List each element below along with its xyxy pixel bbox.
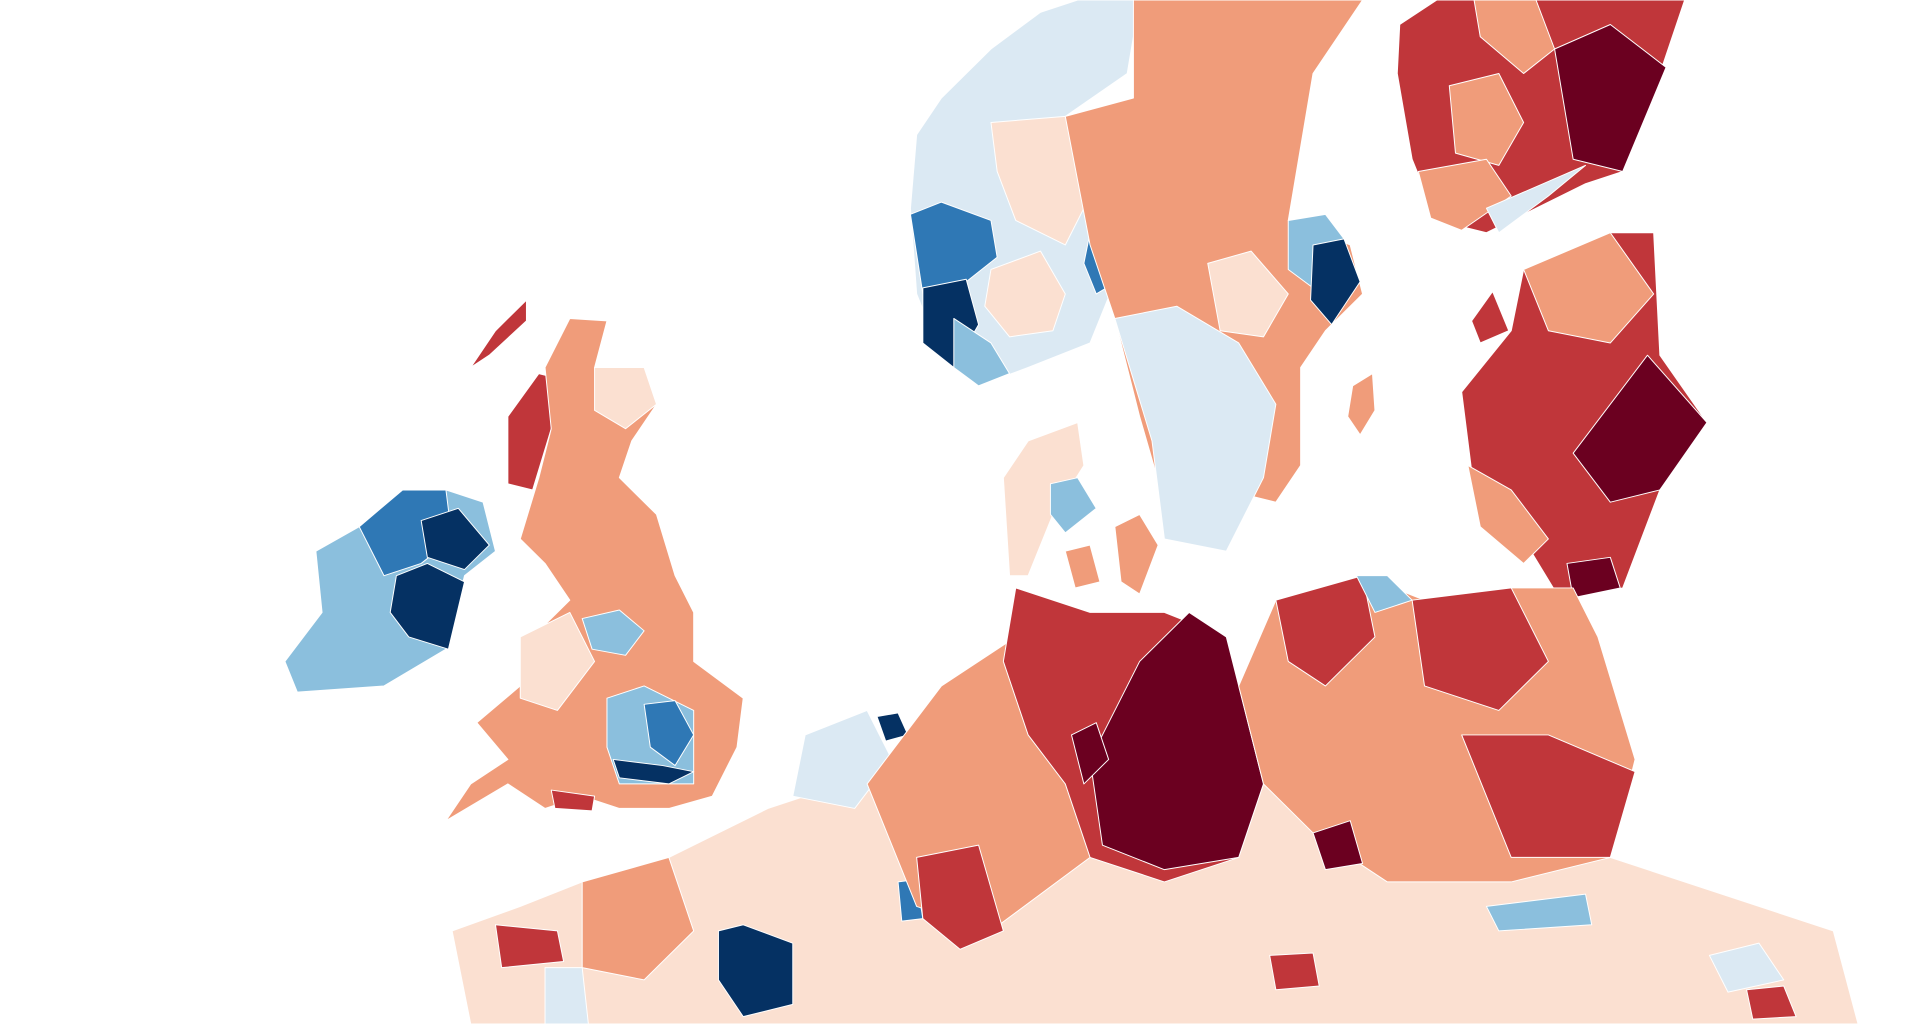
region bbox=[1049, 477, 1097, 534]
region bbox=[1114, 513, 1159, 595]
region bbox=[1312, 820, 1364, 871]
region bbox=[1572, 354, 1708, 503]
region bbox=[916, 844, 1004, 950]
region bbox=[984, 250, 1066, 338]
region bbox=[1310, 238, 1361, 326]
region bbox=[581, 609, 645, 656]
region bbox=[1114, 305, 1277, 552]
region bbox=[519, 611, 596, 711]
region bbox=[1269, 952, 1320, 991]
region bbox=[1417, 158, 1512, 231]
region bbox=[1467, 464, 1549, 564]
region bbox=[1347, 373, 1376, 436]
region bbox=[470, 299, 527, 368]
region bbox=[1448, 73, 1525, 166]
region bbox=[1461, 734, 1636, 858]
region bbox=[389, 562, 466, 650]
region bbox=[1471, 291, 1510, 344]
region bbox=[1523, 232, 1655, 344]
region bbox=[1746, 985, 1797, 1020]
region bbox=[953, 317, 1011, 387]
region bbox=[544, 967, 589, 1024]
region bbox=[1070, 722, 1110, 785]
region bbox=[581, 856, 695, 981]
region bbox=[494, 924, 565, 969]
region bbox=[1708, 942, 1785, 993]
region bbox=[1355, 575, 1413, 613]
region bbox=[1554, 24, 1667, 172]
region bbox=[612, 758, 695, 785]
region bbox=[717, 924, 794, 1018]
region bbox=[1275, 575, 1376, 687]
region bbox=[1485, 164, 1587, 234]
region bbox=[594, 366, 658, 430]
region bbox=[1207, 250, 1289, 338]
region bbox=[643, 700, 695, 767]
region bbox=[550, 789, 596, 812]
region bbox=[1064, 544, 1101, 589]
region bbox=[1485, 893, 1593, 932]
region bbox=[1473, 0, 1556, 74]
region bbox=[1411, 587, 1549, 711]
region bbox=[1566, 556, 1621, 599]
region bbox=[420, 507, 490, 571]
